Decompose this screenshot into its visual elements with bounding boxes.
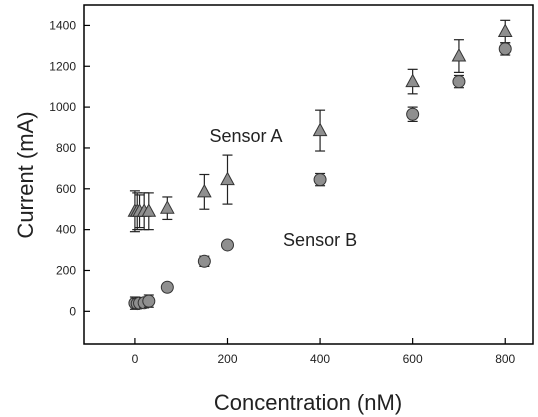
y-tick-label: 1000 <box>49 100 76 114</box>
triangle-point <box>159 200 175 214</box>
x-axis-label: Concentration (nM) <box>214 390 402 415</box>
y-tick-label: 400 <box>56 223 76 237</box>
plot-frame <box>83 4 534 345</box>
triangle-point <box>312 122 328 137</box>
y-tick-label: 800 <box>56 141 76 155</box>
circle-point <box>452 75 466 89</box>
y-tick-label: 200 <box>56 263 76 277</box>
x-tick-label: 400 <box>310 352 330 366</box>
x-tick-label: 800 <box>495 352 515 366</box>
triangle-point <box>197 183 212 198</box>
y-axis-label: Current (mA) <box>13 111 38 238</box>
triangle-point <box>451 48 467 62</box>
circle-point <box>160 280 174 294</box>
triangle-point <box>220 171 235 186</box>
x-tick-label: 0 <box>132 352 139 366</box>
series-layer <box>127 19 513 311</box>
x-tick-label: 600 <box>403 352 423 366</box>
triangle-point <box>141 203 157 217</box>
circle-point <box>498 42 512 56</box>
x-tick-label: 200 <box>217 352 237 366</box>
circle-point <box>197 254 211 268</box>
annotation-label: Sensor B <box>283 230 357 250</box>
y-tick-label: 0 <box>69 304 76 318</box>
annotation-label: Sensor A <box>209 126 282 146</box>
y-tick-label: 1200 <box>49 59 76 73</box>
y-tick-label: 1400 <box>49 18 76 32</box>
circle-point <box>142 294 156 308</box>
y-tick-label: 600 <box>56 182 76 196</box>
y-axis-ticks: 0 200 400 600 800 1000 1200 1400 <box>49 18 90 318</box>
circle-point <box>313 173 327 187</box>
circle-point <box>406 107 420 121</box>
x-axis-ticks: 0 200 400 600 800 <box>132 338 516 366</box>
annotation-layer: Sensor A Sensor B <box>209 126 357 250</box>
circle-point <box>220 238 234 252</box>
triangle-point <box>405 73 420 88</box>
triangle-point <box>497 23 513 38</box>
